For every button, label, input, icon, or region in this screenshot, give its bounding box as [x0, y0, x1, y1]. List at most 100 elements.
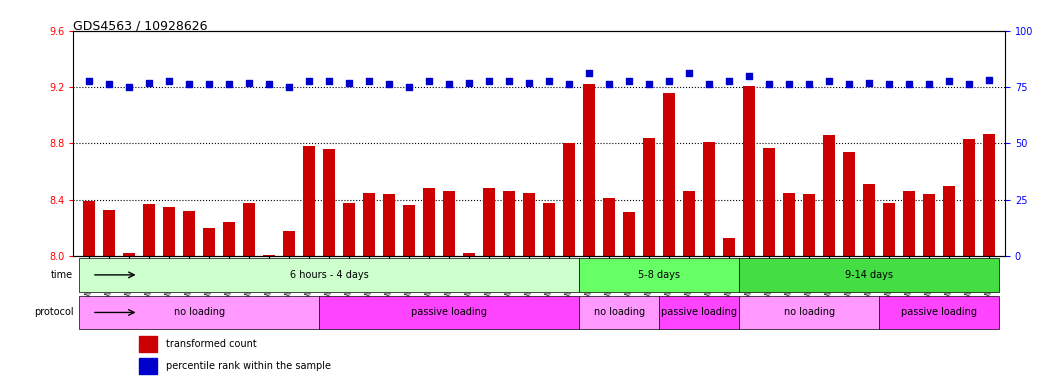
Bar [304, 146, 315, 384]
Bar [943, 186, 955, 384]
FancyBboxPatch shape [739, 258, 999, 292]
Point [861, 80, 877, 86]
Point [320, 78, 337, 84]
Bar [904, 191, 915, 384]
Bar [324, 149, 335, 384]
Bar [443, 191, 455, 384]
Point [401, 84, 418, 90]
Point [421, 78, 438, 84]
Text: no loading: no loading [174, 308, 225, 318]
Text: percentile rank within the sample: percentile rank within the sample [166, 361, 332, 371]
Bar [84, 201, 95, 384]
Point [101, 81, 117, 87]
Bar [183, 211, 196, 384]
Bar [163, 207, 175, 384]
Text: no loading: no loading [594, 308, 645, 318]
Text: passive loading: passive loading [901, 308, 977, 318]
Point [741, 73, 758, 79]
Point [601, 81, 618, 87]
Point [781, 81, 798, 87]
Text: GDS4563 / 10928626: GDS4563 / 10928626 [73, 19, 207, 32]
FancyBboxPatch shape [80, 258, 579, 292]
Bar [704, 142, 715, 384]
Text: protocol: protocol [34, 308, 73, 318]
Bar [524, 193, 535, 384]
Bar [663, 93, 675, 384]
Point [900, 81, 917, 87]
Bar [743, 86, 755, 384]
Bar [843, 152, 855, 384]
FancyBboxPatch shape [319, 296, 579, 329]
Point [520, 80, 537, 86]
Text: passive loading: passive loading [411, 308, 487, 318]
Bar [203, 228, 216, 384]
Text: transformed count: transformed count [166, 339, 258, 349]
Point [341, 80, 358, 86]
Bar [803, 194, 816, 384]
Point [201, 81, 218, 87]
Bar [223, 222, 236, 384]
Point [700, 81, 717, 87]
Point [500, 78, 517, 84]
Point [941, 78, 958, 84]
Point [261, 81, 277, 87]
Bar [983, 134, 995, 384]
Bar [563, 143, 575, 384]
Point [841, 81, 857, 87]
Bar [783, 193, 795, 384]
Bar [823, 135, 836, 384]
Bar [484, 189, 495, 384]
Bar [684, 191, 695, 384]
Bar [583, 84, 595, 384]
Point [461, 80, 477, 86]
Bar [138, 358, 157, 374]
Bar [363, 193, 375, 384]
Point [681, 70, 697, 76]
Bar [343, 203, 355, 384]
Point [300, 78, 317, 84]
Bar [963, 139, 975, 384]
Bar [463, 253, 475, 384]
Point [181, 81, 198, 87]
Text: 9-14 days: 9-14 days [845, 270, 893, 280]
Point [81, 78, 97, 84]
Point [661, 78, 677, 84]
Point [641, 81, 658, 87]
Bar [284, 231, 295, 384]
Point [241, 80, 258, 86]
Bar [763, 147, 775, 384]
Bar [623, 212, 636, 384]
Point [361, 78, 378, 84]
Point [801, 81, 818, 87]
Bar [603, 199, 616, 384]
Point [981, 77, 998, 83]
Bar [383, 194, 395, 384]
Text: passive loading: passive loading [661, 308, 737, 318]
Point [621, 78, 638, 84]
Bar [504, 191, 515, 384]
FancyBboxPatch shape [579, 258, 739, 292]
Bar [403, 205, 416, 384]
Point [720, 78, 737, 84]
FancyBboxPatch shape [80, 296, 319, 329]
Point [761, 81, 778, 87]
Point [881, 81, 897, 87]
Bar [923, 194, 935, 384]
Point [481, 78, 497, 84]
Bar [643, 138, 655, 384]
Bar [883, 203, 895, 384]
Text: no loading: no loading [783, 308, 834, 318]
Text: time: time [51, 270, 73, 280]
Point [381, 81, 398, 87]
Point [221, 81, 238, 87]
Bar [723, 238, 735, 384]
Bar [124, 253, 135, 384]
Point [961, 81, 978, 87]
FancyBboxPatch shape [579, 296, 660, 329]
Bar [863, 184, 875, 384]
Text: 6 hours - 4 days: 6 hours - 4 days [290, 270, 369, 280]
Bar [104, 210, 115, 384]
Bar [138, 336, 157, 351]
Point [581, 70, 598, 76]
Point [441, 81, 458, 87]
